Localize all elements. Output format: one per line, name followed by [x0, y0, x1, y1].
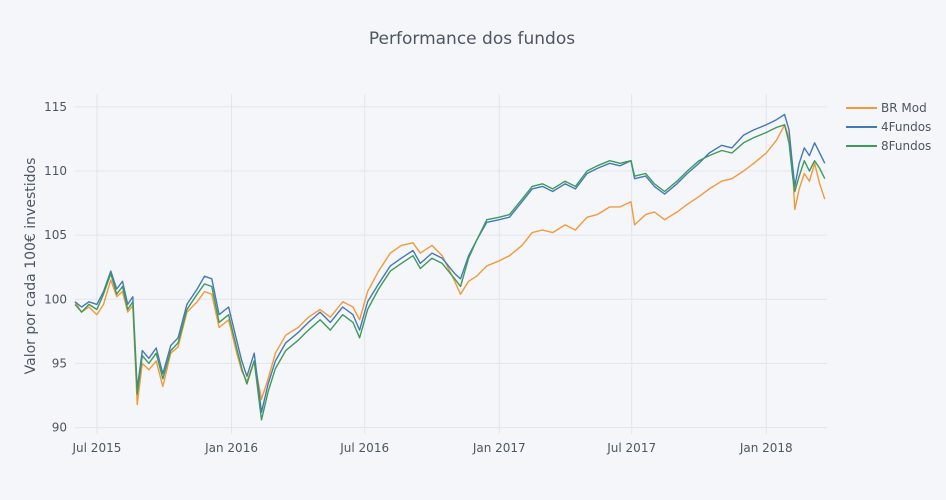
legend-item[interactable]: 8Fundos — [846, 139, 931, 153]
grid-lines — [75, 94, 827, 434]
y-tick-label: 115 — [44, 100, 67, 114]
legend-label: 8Fundos — [881, 139, 931, 153]
legend-item[interactable]: 4Fundos — [846, 120, 931, 134]
legend-label: BR Mod — [881, 101, 927, 115]
y-tick-label: 110 — [44, 164, 67, 178]
y-tick-label: 105 — [44, 228, 67, 242]
x-tick-label: Jan 2016 — [204, 441, 258, 455]
x-tick-label: Jul 2017 — [606, 441, 656, 455]
legend-item[interactable]: BR Mod — [846, 101, 927, 115]
y-tick-label: 90 — [52, 421, 67, 435]
y-axis-label: Valor por cada 100€ investidos — [23, 158, 39, 375]
series-line-br-mod — [74, 124, 826, 406]
plot-area — [74, 113, 826, 421]
legend: BR Mod 4Fundos 8Fundos — [846, 101, 931, 153]
series-line-8fundos — [74, 124, 826, 421]
chart-title: Performance dos fundos — [369, 29, 575, 49]
y-axis: 90 95 100 105 110 115 — [44, 100, 67, 435]
x-tick-label: Jul 2015 — [72, 441, 122, 455]
series-line-4fundos — [74, 113, 826, 413]
x-axis: Jul 2015 Jan 2016 Jul 2016 Jan 2017 Jul 2017… — [72, 441, 793, 455]
legend-label: 4Fundos — [881, 120, 931, 134]
y-tick-label: 100 — [44, 292, 67, 306]
x-tick-label: Jan 2018 — [739, 441, 793, 455]
y-tick-label: 95 — [52, 356, 67, 370]
x-tick-label: Jul 2016 — [339, 441, 389, 455]
x-tick-label: Jan 2017 — [472, 441, 526, 455]
